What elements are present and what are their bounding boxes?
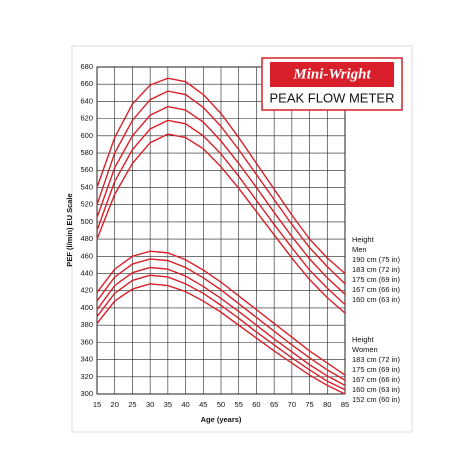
x-tick-label: 85 — [341, 400, 349, 409]
legend-heading: Height — [352, 235, 375, 244]
x-tick-label: 60 — [252, 400, 260, 409]
x-tick-label: 20 — [111, 400, 119, 409]
x-tick-label: 75 — [305, 400, 313, 409]
line-series — [96, 283, 346, 395]
line-series — [96, 105, 346, 295]
x-tick-label: 55 — [235, 400, 243, 409]
y-tick-label: 580 — [80, 148, 93, 157]
y-tick-label: 620 — [80, 114, 93, 123]
y-axis-label: PEF (l/min) EU Scale — [65, 193, 74, 266]
plot-area — [96, 66, 346, 395]
legend-entry: 160 cm (63 in) — [352, 295, 400, 304]
y-tick-label: 500 — [80, 217, 93, 226]
legend-entry: 152 cm (60 in) — [352, 395, 400, 404]
y-tick-label: 400 — [80, 303, 93, 312]
line-series — [96, 133, 346, 314]
logo-banner — [270, 62, 394, 87]
y-tick-label: 420 — [80, 286, 93, 295]
x-tick-label: 30 — [146, 400, 154, 409]
x-axis-label: Age (years) — [201, 415, 242, 424]
x-tick-label: 35 — [164, 400, 172, 409]
y-tick-label: 380 — [80, 320, 93, 329]
line-series — [96, 77, 346, 275]
chart-subtitle: PEAK FLOW METER — [270, 90, 395, 105]
y-tick-label: 640 — [80, 96, 93, 105]
y-tick-label: 480 — [80, 234, 93, 243]
x-tick-label: 80 — [323, 400, 331, 409]
y-tick-label: 600 — [80, 131, 93, 140]
y-tick-label: 660 — [80, 79, 93, 88]
x-tick-label: 40 — [181, 400, 189, 409]
line-series — [96, 274, 346, 391]
y-tick-label: 460 — [80, 251, 93, 260]
y-tick-label: 540 — [80, 182, 93, 191]
x-tick-label: 65 — [270, 400, 278, 409]
x-tick-label: 25 — [128, 400, 136, 409]
y-tick-label: 320 — [80, 372, 93, 381]
legend-entry: 175 cm (69 in) — [352, 365, 400, 374]
legend-group: Men — [352, 245, 367, 254]
legend-entry: 160 cm (63 in) — [352, 385, 400, 394]
x-tick-label: 50 — [217, 400, 225, 409]
line-series — [96, 119, 346, 306]
x-tick-label: 15 — [93, 400, 101, 409]
line-series — [96, 266, 346, 387]
legend-entry: 183 cm (72 in) — [352, 355, 400, 364]
legend-entry: 175 cm (69 in) — [352, 275, 400, 284]
y-tick-label: 560 — [80, 165, 93, 174]
line-series — [96, 250, 346, 376]
line-series — [96, 90, 346, 285]
chart-border — [71, 45, 413, 433]
y-tick-label: 680 — [80, 62, 93, 71]
legend-group: Women — [352, 345, 378, 354]
chart-title: Mini-Wright — [292, 66, 371, 82]
legend-entry: 190 cm (75 in) — [352, 255, 400, 264]
y-tick-label: 300 — [80, 389, 93, 398]
x-tick-label: 45 — [199, 400, 207, 409]
legend-heading: Height — [352, 335, 375, 344]
legend-entry: 167 cm (66 in) — [352, 285, 400, 294]
legend-entry: 183 cm (72 in) — [352, 265, 400, 274]
line-series — [96, 258, 346, 381]
y-tick-label: 360 — [80, 337, 93, 346]
legend-entry: 167 cm (66 in) — [352, 375, 400, 384]
y-tick-label: 520 — [80, 200, 93, 209]
y-tick-label: 440 — [80, 269, 93, 278]
x-tick-label: 70 — [288, 400, 296, 409]
y-tick-label: 340 — [80, 355, 93, 364]
